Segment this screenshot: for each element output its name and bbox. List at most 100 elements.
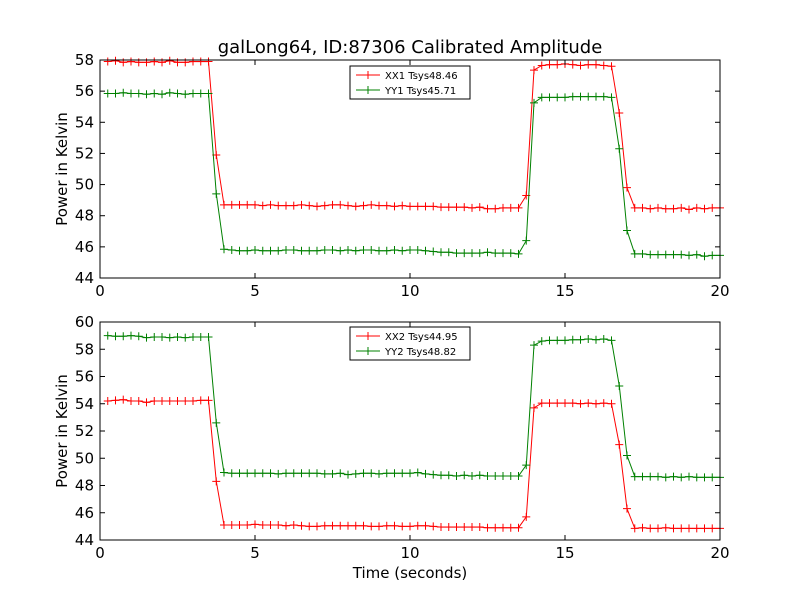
data-point [654, 472, 662, 481]
data-point [553, 93, 562, 102]
x-tick-label: 10 [400, 282, 419, 300]
data-point [444, 523, 453, 532]
data-point [592, 335, 600, 344]
legend-item: XX1 Tsys48.46 [356, 71, 458, 82]
data-point [607, 399, 616, 408]
data-point [522, 236, 531, 245]
data-point [638, 249, 647, 258]
data-point [506, 203, 515, 212]
data-point [444, 203, 453, 212]
data-point [142, 333, 151, 342]
y-tick-label: 52 [75, 144, 94, 162]
data-point [165, 397, 174, 406]
data-point [235, 521, 244, 530]
data-point [119, 332, 128, 341]
data-point [677, 473, 686, 482]
data-point [491, 523, 500, 532]
data-point [375, 469, 383, 478]
y-tick-label: 44 [75, 269, 94, 287]
data-point [692, 524, 701, 533]
data-point [150, 89, 159, 98]
data-point [421, 469, 430, 478]
data-point [692, 250, 701, 259]
data-point [119, 395, 128, 404]
data-point [506, 471, 515, 480]
data-point [677, 250, 686, 259]
data-point [204, 396, 213, 405]
data-point [677, 203, 686, 212]
data-point [173, 332, 182, 341]
data-point [196, 332, 205, 341]
data-point [561, 336, 569, 345]
data-point [297, 469, 306, 478]
data-point [181, 397, 190, 406]
data-point [584, 92, 593, 101]
data-point [103, 397, 112, 406]
data-point [150, 57, 159, 66]
data-point [127, 331, 135, 340]
legend-label: XX2 Tsys44.95 [385, 332, 458, 343]
data-point [375, 522, 383, 531]
data-point [359, 201, 368, 210]
data-point [654, 524, 662, 533]
data-point [103, 57, 112, 66]
data-point [514, 203, 523, 212]
x-tick-label: 15 [555, 282, 574, 300]
data-point [692, 203, 701, 212]
data-point [359, 469, 368, 478]
data-point [545, 60, 554, 69]
legend-marker [364, 332, 372, 340]
data-point [638, 523, 647, 532]
data-point [599, 335, 608, 344]
data-point [607, 93, 616, 102]
data-point [173, 397, 182, 406]
data-point [630, 472, 639, 481]
data-point [227, 245, 236, 254]
data-point [537, 337, 546, 346]
data-point [390, 521, 399, 530]
data-point [375, 201, 383, 210]
data-point [630, 524, 639, 533]
data-point [568, 92, 577, 101]
data-point [553, 336, 562, 345]
data-point [592, 92, 600, 101]
data-point [413, 468, 422, 477]
data-point [514, 471, 523, 480]
data-point [398, 522, 407, 531]
data-point [437, 203, 445, 212]
data-point [537, 93, 546, 102]
data-point [654, 250, 662, 259]
data-point [460, 249, 469, 258]
data-point [111, 396, 120, 405]
legend-label: YY1 Tsys45.71 [384, 86, 456, 97]
data-point [251, 520, 259, 529]
data-point [328, 245, 337, 254]
data-point [584, 60, 593, 69]
data-point [142, 398, 151, 407]
data-point [111, 56, 120, 65]
data-point [313, 469, 321, 478]
data-point [328, 200, 337, 209]
data-point [196, 57, 205, 66]
data-point [669, 524, 678, 533]
data-point [351, 469, 360, 478]
data-point [344, 470, 352, 479]
data-point [700, 204, 709, 213]
data-point [615, 144, 624, 153]
data-point [429, 522, 438, 531]
data-point [537, 61, 546, 70]
data-point [173, 89, 182, 98]
data-point [406, 245, 414, 254]
data-point [103, 331, 112, 340]
y-tick-label: 46 [75, 238, 94, 256]
data-point [607, 62, 616, 71]
data-point [568, 399, 577, 408]
data-point [429, 470, 438, 479]
data-point [468, 203, 476, 212]
data-point [336, 469, 345, 478]
data-point [483, 523, 492, 532]
data-point [599, 61, 608, 70]
x-tick-label: 15 [555, 544, 574, 562]
data-point [158, 332, 166, 341]
data-point [421, 246, 430, 255]
